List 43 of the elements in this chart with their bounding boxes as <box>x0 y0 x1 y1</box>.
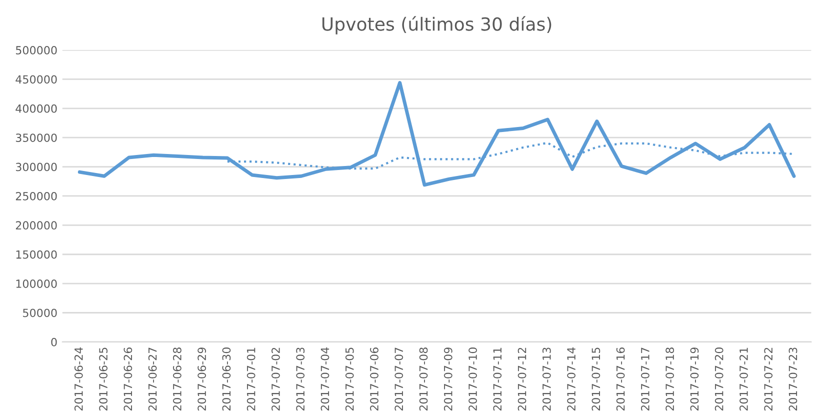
x-tick-label: 2017-07-19 <box>690 348 699 411</box>
x-tick-label: 2017-07-07 <box>394 348 404 411</box>
x-tick-label: 2017-06-29 <box>198 348 206 411</box>
x-tick-label: 2017-07-14 <box>567 347 576 411</box>
x-tick-label: 2017-07-10 <box>468 348 477 411</box>
x-tick-label: 2017-07-16 <box>616 348 625 411</box>
x-tick-label: 2017-07-08 <box>419 348 428 411</box>
y-tick-label: 300000 <box>16 162 57 172</box>
y-tick-label: 500000 <box>16 46 57 54</box>
x-tick-label: 2017-07-12 <box>518 348 526 411</box>
x-tick-label: 2017-07-01 <box>246 348 256 411</box>
x-tick-label: 2017-07-03 <box>296 348 305 411</box>
x-tick-label: 2017-06-24 <box>74 347 83 411</box>
y-tick-label: 450000 <box>16 75 57 84</box>
y-tick-label: 250000 <box>16 192 57 200</box>
y-tick-label: 200000 <box>16 221 57 230</box>
y-tick-label: 100000 <box>16 280 57 288</box>
x-tick-label: 2017-07-13 <box>542 348 551 411</box>
x-tick-label: 2017-06-30 <box>222 348 231 411</box>
x-tick-label: 2017-07-22 <box>764 348 773 411</box>
x-tick-label: 2017-07-11 <box>493 348 502 411</box>
y-tick-label: 400000 <box>16 104 57 113</box>
line-series <box>78 81 796 187</box>
x-tick-label: 2017-07-23 <box>788 348 798 411</box>
x-tick-label: 2017-07-04 <box>320 347 330 411</box>
x-tick-label: 2017-07-06 <box>370 348 378 411</box>
y-tick-label: 350000 <box>16 134 57 142</box>
y-tick-label: 150000 <box>16 250 57 259</box>
x-tick-label: 2017-06-25 <box>99 348 108 411</box>
x-tick-label: 2017-06-28 <box>172 348 182 411</box>
x-tick-label: 2017-07-15 <box>592 348 600 411</box>
x-tick-label: 2017-06-27 <box>148 348 157 411</box>
x-tick-label: 2017-06-26 <box>124 348 132 411</box>
y-tick-label: 0 <box>51 338 57 346</box>
x-tick-label: 2017-07-09 <box>444 348 452 411</box>
x-tick-label: 2017-07-21 <box>740 348 748 411</box>
x-tick-label: 2017-07-02 <box>272 348 280 411</box>
x-tick-label: 2017-07-17 <box>640 348 650 411</box>
x-tick-label: 2017-07-18 <box>666 348 674 411</box>
y-tick-label: 50000 <box>23 308 57 318</box>
chart-title: Upvotes (últimos 30 días) <box>322 16 552 34</box>
x-tick-label: 2017-07-05 <box>345 348 354 411</box>
x-tick-label: 2017-07-20 <box>714 348 724 411</box>
